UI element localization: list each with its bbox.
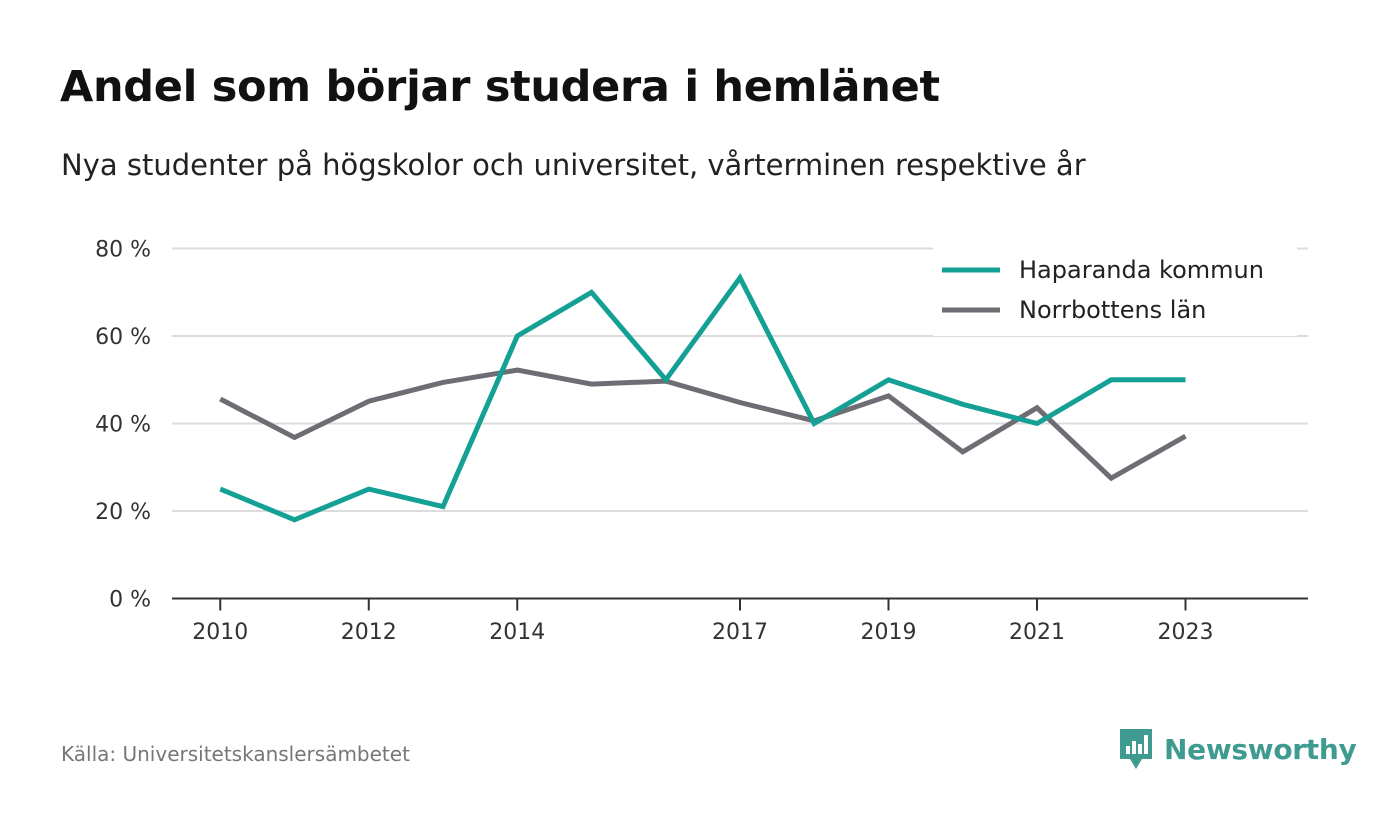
y-axis-ticks: 0 % 20 % 40 % 60 % 80 % (95, 238, 151, 613)
legend-label: Haparanda kommun (1019, 256, 1264, 284)
x-tick-label: 2021 (1009, 620, 1065, 645)
chart-subtitle: Nya studenter på högskolor och universit… (61, 148, 1086, 182)
series-line-haparanda (219, 273, 1186, 523)
series-lines (219, 273, 1187, 523)
y-tick-label: 60 % (95, 325, 151, 350)
legend: Haparanda kommun Norrbottens län (933, 246, 1297, 336)
x-tick-label: 2014 (489, 620, 545, 645)
x-tick-label: 2017 (712, 620, 768, 645)
x-tick-label: 2019 (860, 620, 916, 645)
x-tick-label: 2010 (192, 620, 248, 645)
legend-background (933, 246, 1297, 336)
source-note: Källa: Universitetskanslersämbetet (61, 742, 410, 766)
y-tick-label: 40 % (95, 413, 151, 438)
y-tick-label: 0 % (109, 588, 151, 613)
y-tick-label: 80 % (95, 238, 151, 263)
x-tick-label: 2012 (341, 620, 397, 645)
legend-label: Norrbottens län (1019, 296, 1206, 324)
y-tick-label: 20 % (95, 500, 151, 525)
newsworthy-logo-icon (1120, 729, 1152, 769)
brand-name: Newsworthy (1164, 732, 1357, 766)
chart-title: Andel som börjar studera i hemlänet (60, 62, 940, 112)
series-line-norrbotten (219, 367, 1187, 482)
x-tick-label: 2023 (1157, 620, 1213, 645)
x-axis-ticks: 2010 2012 2014 2017 2019 2021 2023 (192, 598, 1213, 645)
brand-logo: Newsworthy (1118, 726, 1357, 772)
